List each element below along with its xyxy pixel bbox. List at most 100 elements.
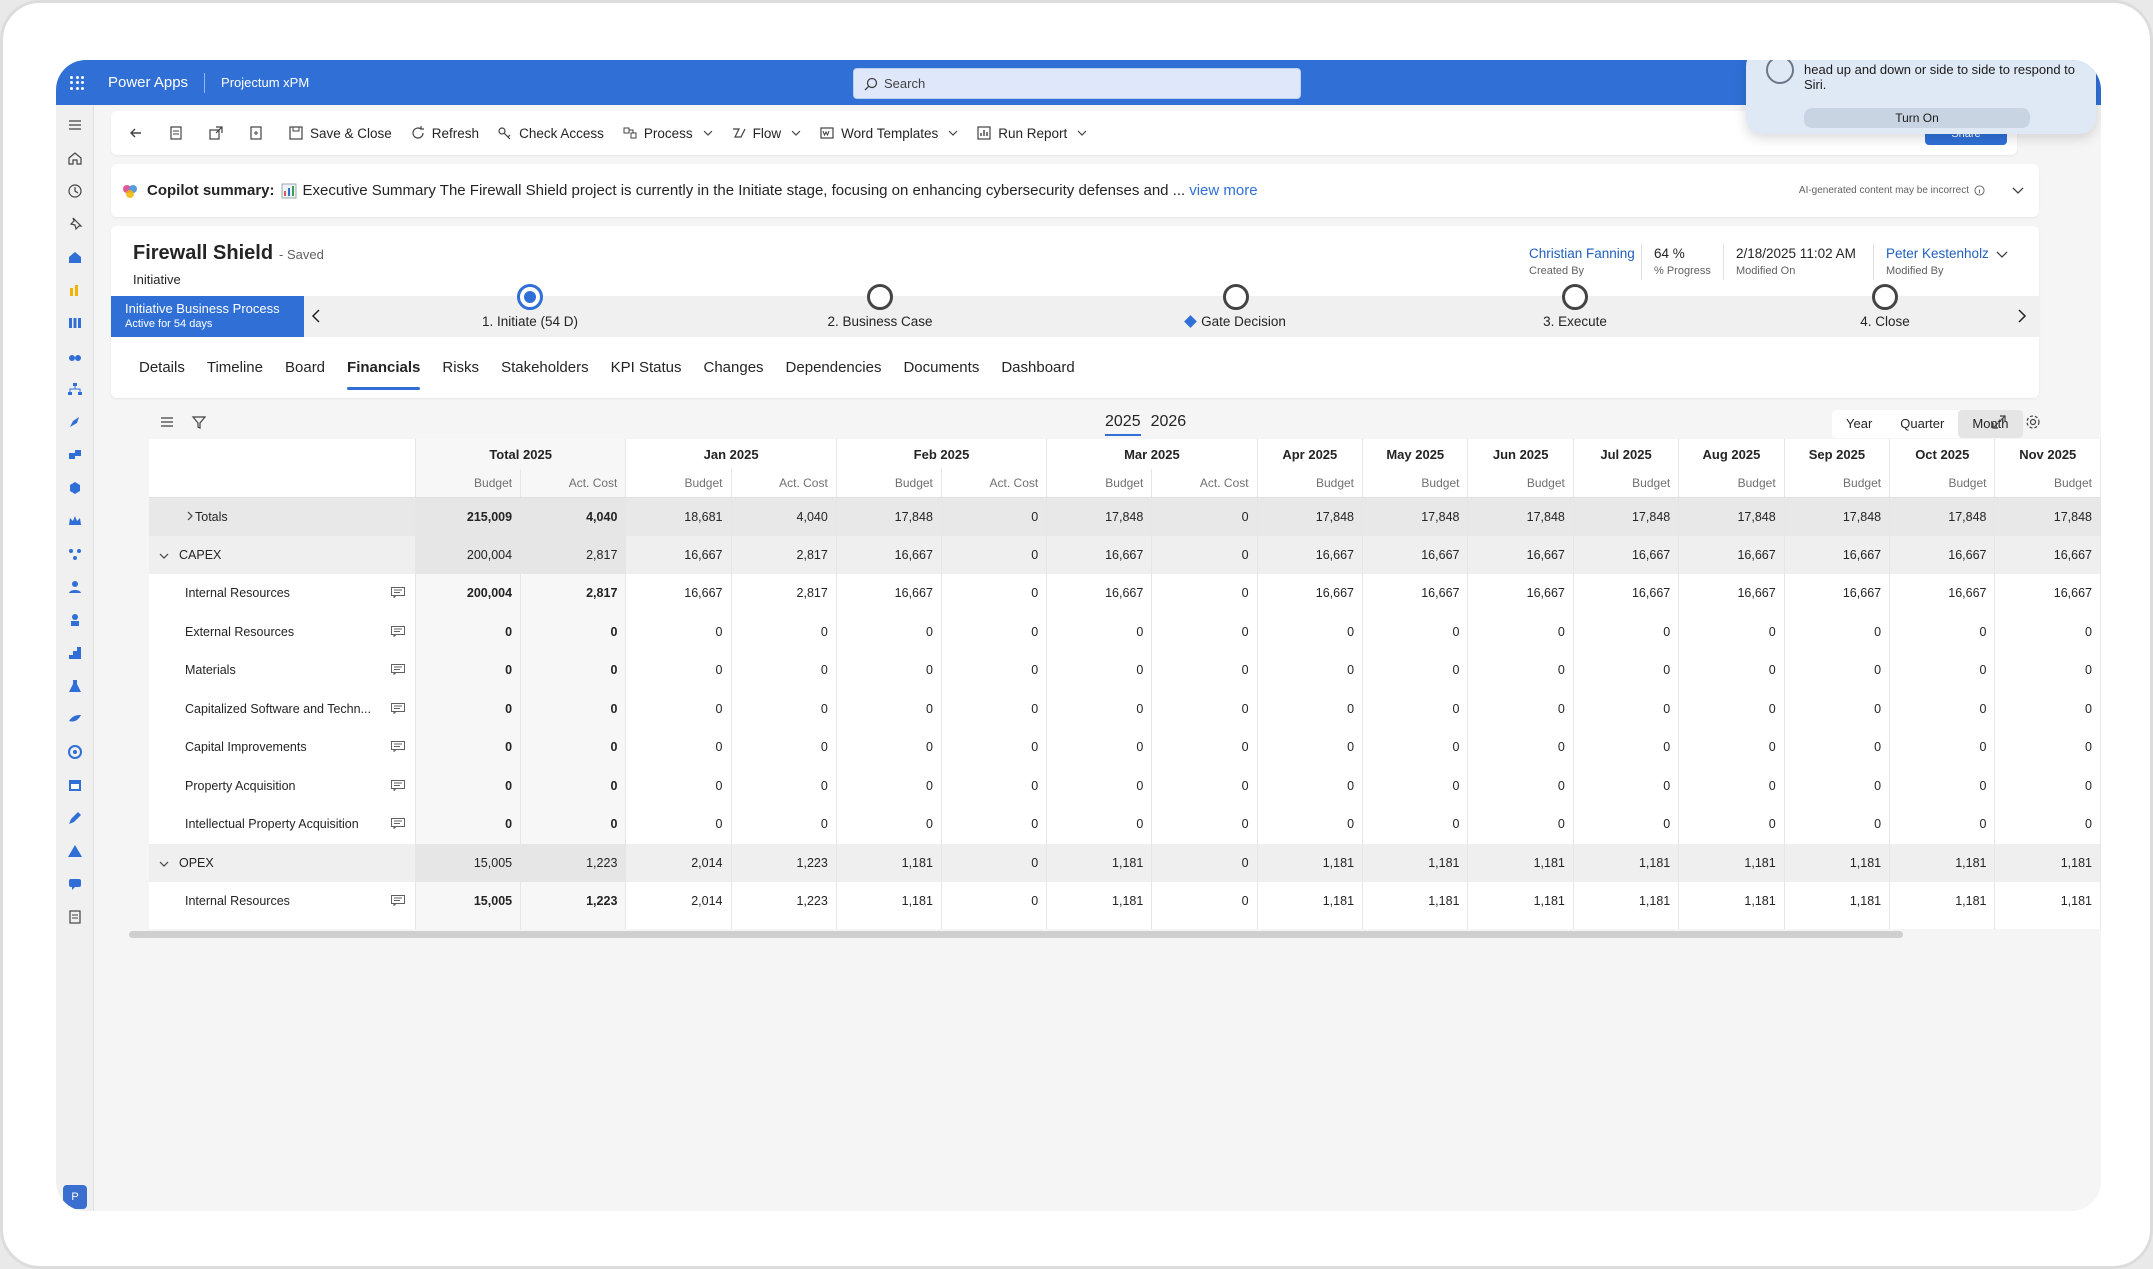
value-cell[interactable]: 0 [1467,728,1574,767]
value-cell[interactable]: 1,181 [1362,882,1469,921]
value-cell[interactable]: 0 [415,728,522,767]
value-cell[interactable]: 17,848 [1678,497,1785,536]
value-cell[interactable]: 0 [1362,805,1469,844]
value-cell[interactable]: 0 [1889,920,1996,929]
value-cell[interactable]: 16,667 [1784,535,1891,574]
value-cell[interactable]: 0 [836,651,942,690]
period-month[interactable]: Month [1958,410,2023,438]
value-cell[interactable]: 0 [1151,766,1258,805]
value-cell[interactable]: 0 [1994,689,2101,728]
value-cell[interactable]: 0 [625,766,732,805]
value-cell[interactable]: 0 [1257,612,1364,651]
value-cell[interactable]: 0 [1467,805,1574,844]
bar-chart-icon[interactable] [67,282,83,298]
table-row[interactable]: Capitalized Software and Techn... 0 0 0 0 0 0 0… [149,689,2101,728]
value-cell[interactable]: 1,181 [1573,843,1680,882]
value-cell[interactable]: 16,667 [1467,535,1574,574]
value-cell[interactable]: 0 [1046,612,1153,651]
value-cell[interactable]: 0 [1362,689,1469,728]
value-cell[interactable]: 0 [1678,689,1785,728]
value-cell[interactable]: 0 [1889,689,1996,728]
boxes-icon[interactable] [67,447,83,463]
value-cell[interactable]: 17,848 [1784,497,1891,536]
value-cell[interactable]: 0 [520,805,627,844]
crown-icon[interactable] [67,513,83,529]
value-cell[interactable]: 4,040 [731,497,837,536]
value-cell[interactable]: 0 [1573,689,1680,728]
value-cell[interactable]: 0 [415,689,522,728]
value-cell[interactable]: 0 [415,920,522,929]
year-2025[interactable]: 2025 [1105,413,1141,436]
value-cell[interactable]: 0 [1784,651,1891,690]
value-cell[interactable]: 0 [941,728,1048,767]
value-cell[interactable]: 0 [1678,651,1785,690]
value-cell[interactable]: 0 [1046,728,1153,767]
value-cell[interactable]: 0 [415,805,522,844]
back-button[interactable] [119,117,159,149]
value-cell[interactable]: 16,667 [1994,574,2101,613]
value-cell[interactable]: 1,181 [1046,843,1153,882]
value-cell[interactable]: 16,667 [1362,574,1469,613]
tab-risks[interactable]: Risks [442,359,480,376]
value-cell[interactable]: 0 [1046,689,1153,728]
warning-icon[interactable] [67,843,83,859]
value-cell[interactable]: 0 [1151,843,1258,882]
value-cell[interactable]: 0 [731,612,837,651]
value-cell[interactable]: 0 [1257,689,1364,728]
value-cell[interactable]: 16,667 [1784,574,1891,613]
table-row[interactable]: Internal Resources 15,005 1,223 2,014 1,223 1… [149,882,2101,921]
value-cell[interactable]: 0 [1467,920,1574,929]
value-cell[interactable]: 16,667 [836,574,942,613]
value-cell[interactable]: 0 [520,766,627,805]
value-cell[interactable]: 0 [1151,728,1258,767]
totals-row[interactable]: Totals 215,009 4,040 18,681 4,040 17,848 0 17,8… [149,497,2101,536]
value-cell[interactable]: 16,667 [836,535,942,574]
value-cell[interactable]: 2,014 [625,843,732,882]
value-cell[interactable]: 0 [1362,920,1469,929]
value-cell[interactable]: 1,181 [1784,843,1891,882]
value-cell[interactable]: 0 [415,612,522,651]
tab-dependencies[interactable]: Dependencies [785,359,882,376]
value-cell[interactable]: 17,848 [1467,497,1574,536]
chevron-left-icon[interactable] [308,307,326,325]
stage-gate-decision[interactable]: Gate Decision [1136,284,1336,329]
value-cell[interactable]: 0 [1784,766,1891,805]
value-cell[interactable]: 0 [625,612,732,651]
value-cell[interactable]: 1,181 [1467,882,1574,921]
value-cell[interactable]: 0 [1573,612,1680,651]
value-cell[interactable]: 16,667 [1678,535,1785,574]
value-cell[interactable]: 0 [941,574,1048,613]
chevron-right-icon[interactable] [2012,307,2030,325]
comment-icon[interactable] [390,664,405,676]
pen-icon[interactable] [67,810,83,826]
value-cell[interactable]: 1,223 [520,843,627,882]
value-cell[interactable]: 0 [1573,651,1680,690]
value-cell[interactable]: 0 [1257,766,1364,805]
value-cell[interactable]: 1,181 [1257,843,1364,882]
value-cell[interactable]: 0 [1573,728,1680,767]
table-row[interactable]: Licenses and Subscriptions00000000000000… [149,920,2101,929]
value-cell[interactable]: 16,667 [1046,535,1153,574]
value-cell[interactable]: 0 [1678,612,1785,651]
binoculars-icon[interactable] [67,348,83,364]
value-cell[interactable]: 0 [1151,574,1258,613]
value-cell[interactable]: 18,681 [625,497,732,536]
value-cell[interactable]: 0 [1889,612,1996,651]
cube-icon[interactable] [67,480,83,496]
value-cell[interactable]: 0 [1151,497,1258,536]
recent-icon[interactable] [67,183,83,199]
value-cell[interactable]: 0 [941,920,1048,929]
value-cell[interactable]: 1,181 [1784,882,1891,921]
value-cell[interactable]: 1,181 [1362,843,1469,882]
tab-dashboard[interactable]: Dashboard [1001,359,1075,376]
bird-icon[interactable] [67,711,83,727]
value-cell[interactable]: 0 [1046,651,1153,690]
value-cell[interactable]: 0 [415,651,522,690]
stage-close[interactable]: 4. Close [1785,284,1985,329]
value-cell[interactable]: 0 [1151,651,1258,690]
value-cell[interactable]: 0 [941,612,1048,651]
hamburger-icon[interactable] [67,117,83,133]
value-cell[interactable]: 17,848 [1257,497,1364,536]
user-badge-icon[interactable] [67,612,83,628]
group-row[interactable]: CAPEX 200,004 2,817 16,667 2,817 16,667 0 16,66… [149,535,2101,574]
